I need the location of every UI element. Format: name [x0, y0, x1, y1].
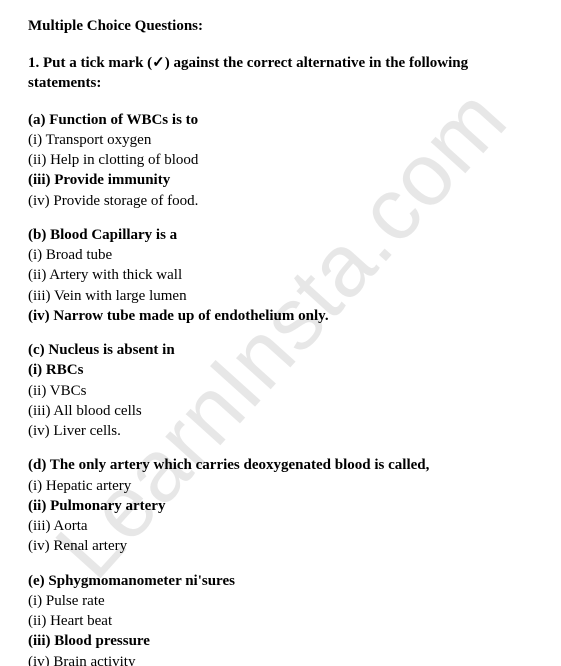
option: (i) Transport oxygen	[28, 130, 533, 150]
question-a: (a) Function of WBCs is to (i) Transport…	[28, 110, 533, 211]
question-e: (e) Sphygmomanometer ni'sures (i) Pulse …	[28, 571, 533, 666]
option-correct: (iii) Provide immunity	[28, 170, 533, 190]
question-stem: (e) Sphygmomanometer ni'sures	[28, 571, 533, 591]
option: (ii) Heart beat	[28, 611, 533, 631]
option: (iii) Aorta	[28, 516, 533, 536]
option: (ii) Artery with thick wall	[28, 265, 533, 285]
question-c: (c) Nucleus is absent in (i) RBCs (ii) V…	[28, 340, 533, 441]
option: (i) Broad tube	[28, 245, 533, 265]
question-lead: 1. Put a tick mark (✓) against the corre…	[28, 53, 533, 94]
option: (iv) Liver cells.	[28, 421, 533, 441]
option: (i) Hepatic artery	[28, 476, 533, 496]
option: (iv) Renal artery	[28, 536, 533, 556]
option-correct: (i) RBCs	[28, 360, 533, 380]
question-d: (d) The only artery which carries deoxyg…	[28, 455, 533, 556]
option: (i) Pulse rate	[28, 591, 533, 611]
option: (iii) All blood cells	[28, 401, 533, 421]
document-page: Multiple Choice Questions: 1. Put a tick…	[0, 0, 561, 666]
question-stem: (d) The only artery which carries deoxyg…	[28, 455, 533, 475]
option-correct: (iv) Narrow tube made up of endothelium …	[28, 306, 533, 326]
question-stem: (a) Function of WBCs is to	[28, 110, 533, 130]
section-heading: Multiple Choice Questions:	[28, 18, 533, 35]
option: (ii) VBCs	[28, 381, 533, 401]
question-b: (b) Blood Capillary is a (i) Broad tube …	[28, 225, 533, 326]
option: (ii) Help in clotting of blood	[28, 150, 533, 170]
option: (iv) Provide storage of food.	[28, 191, 533, 211]
option-correct: (iii) Blood pressure	[28, 631, 533, 651]
option-correct: (ii) Pulmonary artery	[28, 496, 533, 516]
option: (iv) Brain activity	[28, 652, 533, 666]
option: (iii) Vein with large lumen	[28, 286, 533, 306]
question-stem: (b) Blood Capillary is a	[28, 225, 533, 245]
question-stem: (c) Nucleus is absent in	[28, 340, 533, 360]
